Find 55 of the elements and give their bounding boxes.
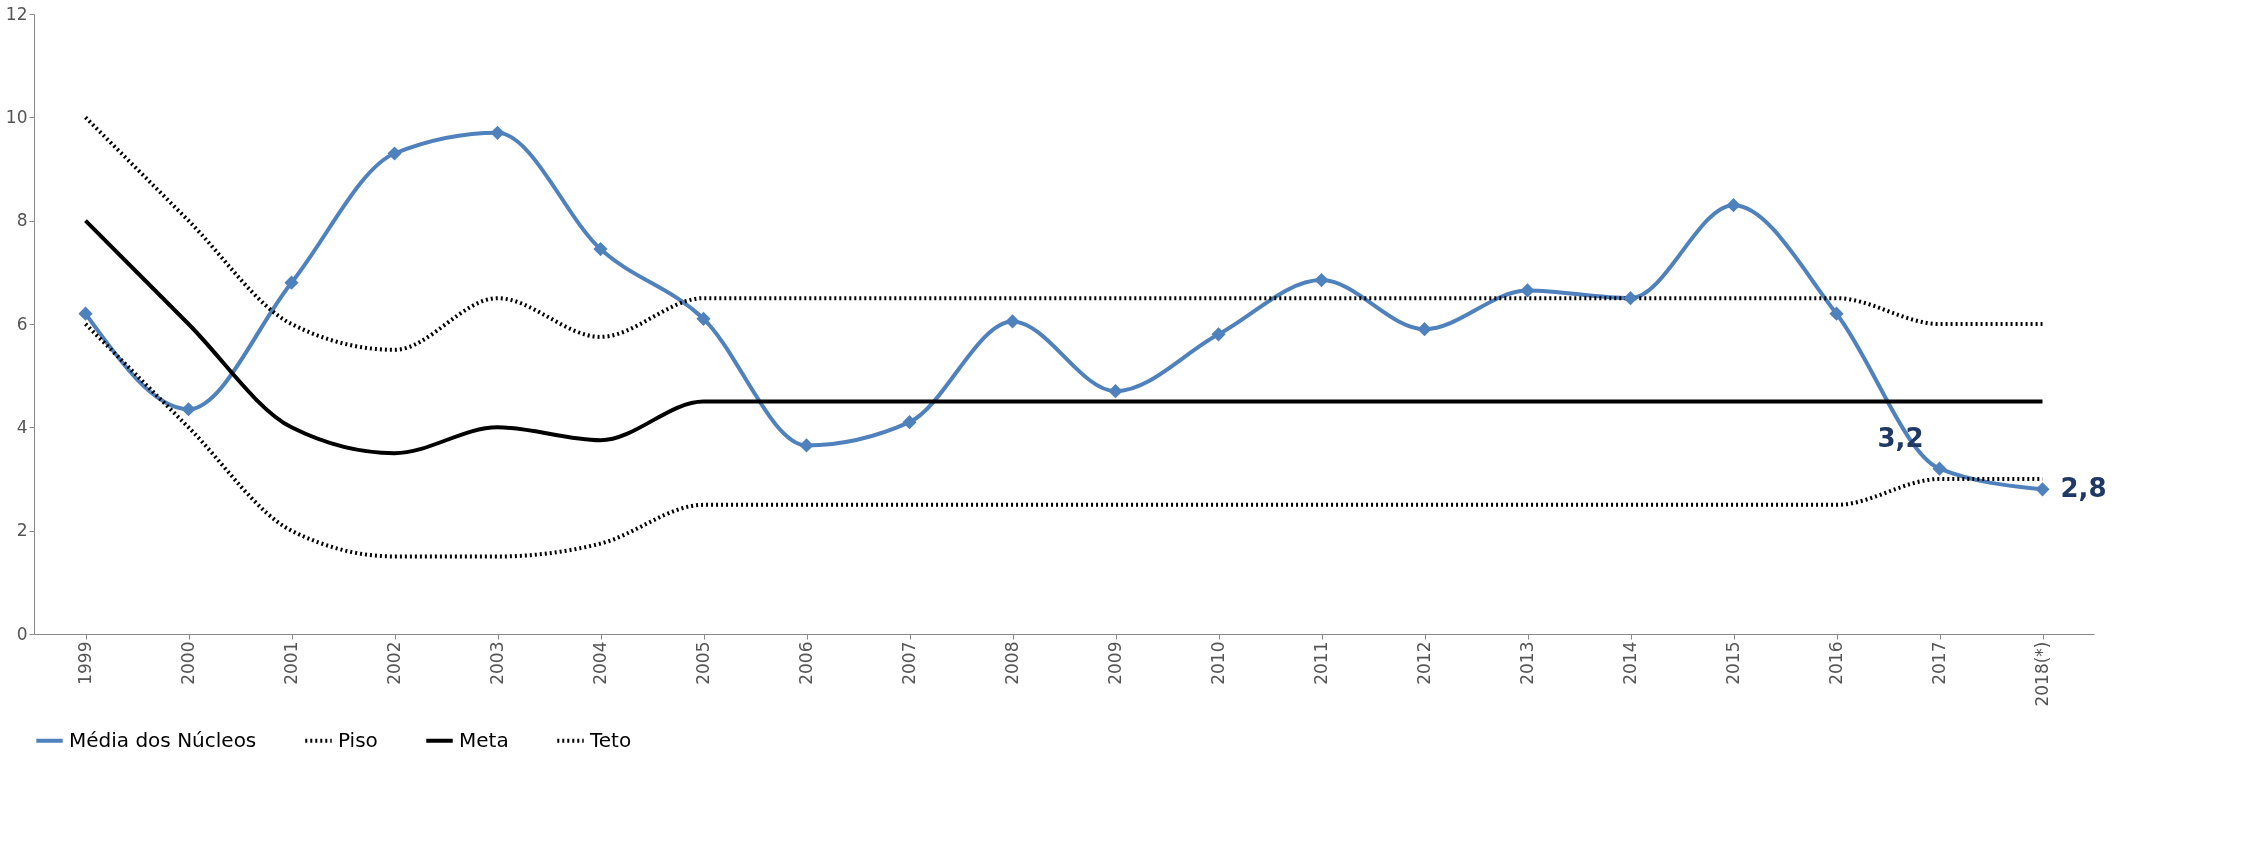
x-tick-label: 2005 [693, 641, 713, 685]
point [1520, 283, 1535, 298]
point [490, 125, 505, 140]
point [593, 242, 608, 257]
x-tick-label: 2011 [1311, 641, 1331, 685]
point [1005, 314, 1020, 329]
x-tick-label: 2013 [1517, 641, 1537, 685]
x-tick-label: 2012 [1414, 641, 1434, 685]
point [1211, 327, 1226, 342]
y-tick-label: 0 [16, 623, 28, 644]
x-tick-label: 2001 [281, 641, 301, 685]
point [78, 306, 93, 321]
y-tick-label: 12 [5, 3, 28, 24]
y-tick-label: 2 [16, 520, 28, 541]
x-tick-label: 2015 [1723, 641, 1743, 685]
y-tick-label: 4 [16, 416, 28, 437]
x-tick-label: 2017 [1929, 641, 1949, 685]
y-tick-label: 10 [5, 106, 28, 127]
x-tick-label: 2007 [899, 641, 919, 685]
x-tick-label: 2018(*) [2032, 641, 2052, 707]
point [1829, 306, 1844, 321]
line-series [83, 115, 2045, 352]
point [387, 146, 402, 161]
x-tick-label: 2002 [384, 641, 404, 685]
point [181, 402, 196, 417]
point [799, 438, 814, 453]
point [284, 275, 299, 290]
x-tick-label: 2004 [590, 641, 610, 685]
annotation: 2,8 [2060, 473, 2107, 504]
point [1623, 291, 1638, 306]
x-tick-label: 2006 [796, 641, 816, 685]
point [1726, 198, 1741, 213]
x-tick-label: 2000 [178, 641, 198, 685]
x-tick-label: 2008 [1002, 641, 1022, 685]
legend-label: Piso [338, 727, 378, 752]
x-tick-label: 2010 [1208, 641, 1228, 685]
x-tick-label: 2016 [1826, 641, 1846, 685]
x-tick-label: 2003 [487, 641, 507, 685]
point [2035, 482, 2050, 497]
x-tick-label: 1999 [75, 641, 95, 685]
x-tick-label: 2014 [1620, 641, 1640, 685]
legend-label: Média dos Núcleos [69, 727, 257, 752]
point [1108, 384, 1123, 399]
line-series [83, 218, 2045, 456]
point [1314, 273, 1329, 288]
legend-label: Meta [459, 727, 509, 752]
point [902, 415, 917, 430]
point [1417, 322, 1432, 337]
point [696, 311, 711, 326]
y-tick-label: 8 [16, 210, 28, 231]
line-series [83, 322, 2045, 559]
point [1932, 461, 1947, 476]
legend-label: Teto [589, 727, 632, 752]
x-tick-label: 2009 [1105, 641, 1125, 685]
y-tick-label: 6 [16, 313, 28, 334]
